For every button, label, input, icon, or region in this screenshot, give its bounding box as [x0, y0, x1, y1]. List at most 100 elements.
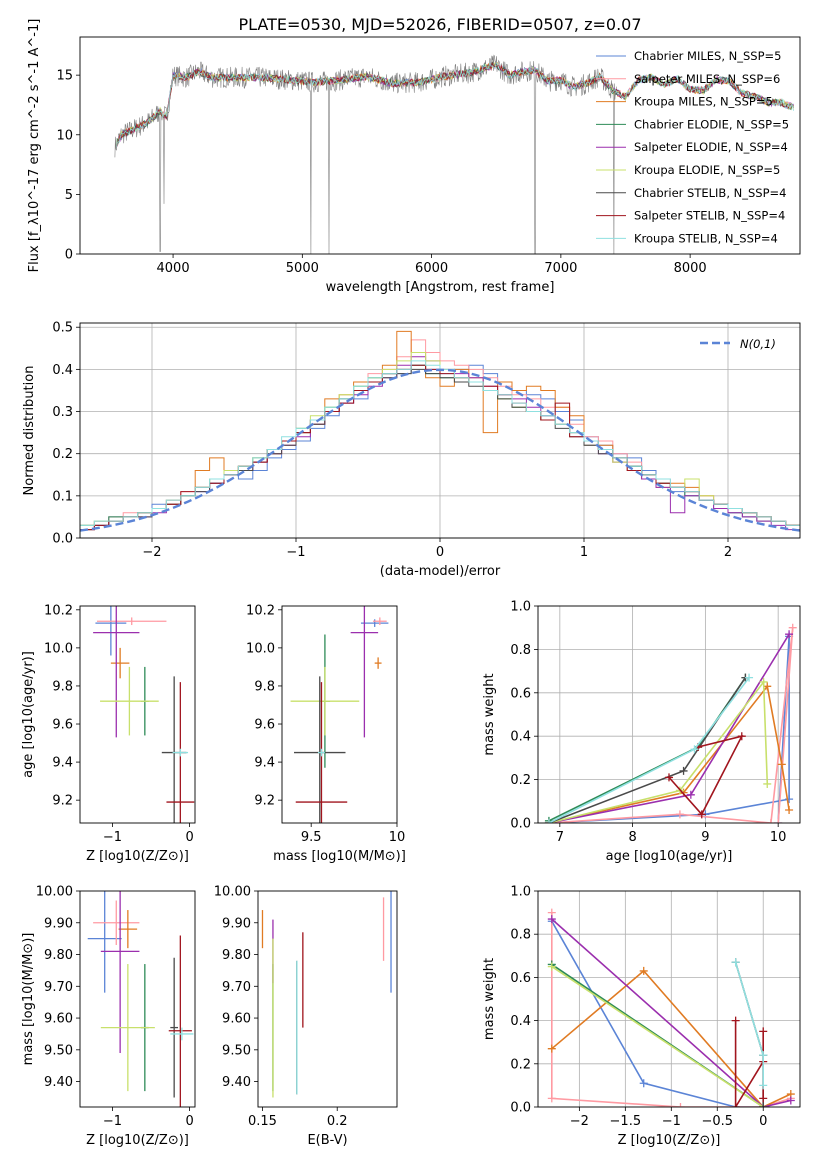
spectrum-ylabel: Flux [f_λ10^-17 erg cm^-2 s^-1 A^-1] — [27, 19, 42, 273]
weight-marker-salpeter_stelib — [737, 732, 746, 741]
figure-title: PLATE=0530, MJD=52026, FIBERID=0507, z=0… — [238, 15, 641, 34]
age-vs-metallicity-frame — [79, 605, 196, 824]
mass-weight-vs-metallicity-xtick-label: −1.5 — [610, 1114, 642, 1129]
mass-weight-vs-metallicity-ytick-label: 0.4 — [510, 1014, 531, 1029]
legend-label-kroupa_stelib: Kroupa STELIB, N_SSP=4 — [634, 231, 778, 245]
mass-weight-vs-metallicity-ytick-label: 1.0 — [510, 885, 531, 900]
weight-marker-salpeter_miles — [774, 819, 783, 823]
mass-weight-vs-metallicity-panel: −2 −1.5 −1 −0.5 0 0.0 0.2 0.4 0.6 0.8 1.0 Z [log10(… — [482, 885, 801, 1148]
mass-weight-vs-metallicity-xlabel: Z [log10(Z/Z⊙)] — [618, 1133, 721, 1148]
legend-label-salpeter_miles: Salpeter MILES, N_SSP=6 — [634, 72, 780, 86]
spectrum-xtick-label: 5000 — [286, 261, 319, 276]
weight-marker-kroupa_stelib — [690, 745, 699, 754]
weight-marker-kroupa_stelib — [731, 958, 740, 967]
weight-line-salpeter_elodie — [548, 633, 790, 823]
age-vs-mass-data — [290, 606, 389, 823]
mass-weight-vs-age-ylabel: mass weight — [482, 673, 497, 755]
mass-weight-vs-age-ytick-label: 0.6 — [510, 686, 531, 701]
residual-histogram-ylabel: Normed distribution — [22, 366, 37, 496]
mass-weight-vs-age-ytick-label: 0.0 — [510, 817, 531, 832]
weight-marker-salpeter_stelib — [759, 1027, 768, 1036]
residual-histogram-xlabel: (data-model)/error — [380, 564, 501, 579]
age-vs-metallicity-panel: −1 0 9.2 9.4 9.6 9.8 10.0 10.2 Z [log10(Z/Z⊙)] ag… — [21, 603, 196, 864]
weight-marker-salpeter_miles — [676, 1103, 685, 1107]
weight-marker-kroupa_stelib — [544, 819, 553, 823]
weight-marker-kroupa_elodie — [547, 962, 556, 971]
mass-weight-vs-metallicity-data — [547, 908, 795, 1107]
mass-vs-ebv-xtick-label: 0.15 — [248, 1114, 277, 1129]
mass-weight-vs-age-xtick-label: 10 — [770, 830, 787, 845]
residual-histogram-data — [80, 330, 800, 538]
mass-weight-vs-age-data — [544, 623, 797, 823]
spectrum-data — [114, 54, 794, 254]
legend-label-chabrier_elodie: Chabrier ELODIE, N_SSP=5 — [634, 117, 789, 131]
spectrum-frame — [79, 36, 801, 255]
mass-vs-metallicity-xlabel: Z [log10(Z/Z⊙)] — [86, 1133, 189, 1148]
mass-vs-metallicity-ytick-label: 9.90 — [44, 916, 73, 931]
weight-marker-salpeter_stelib — [731, 1016, 740, 1025]
residual-histogram-ytick-label: 0.1 — [52, 489, 73, 504]
age-vs-mass-xtick-label: 9.5 — [301, 830, 322, 845]
mass-weight-vs-age-xtick-label: 7 — [556, 830, 564, 845]
weight-marker-salpeter_stelib — [697, 810, 706, 819]
mass-vs-metallicity-ytick-label: 9.60 — [44, 1012, 73, 1027]
weight-marker-salpeter_miles — [547, 1094, 556, 1103]
weight-marker-salpeter_stelib — [759, 1094, 768, 1103]
spectrum-legend: Chabrier MILES, N_SSP=5 Salpeter MILES, N… — [596, 49, 789, 245]
age-vs-metallicity-data — [93, 606, 195, 823]
mass-weight-vs-metallicity-xtick-label: 0 — [759, 1114, 767, 1129]
mass-weight-vs-age-panel: 7 8 9 10 0.0 0.2 0.4 0.6 0.8 1.0 age [log10(age/yr… — [482, 600, 801, 864]
legend-label-kroupa_miles: Kroupa MILES, N_SSP=5 — [634, 95, 773, 109]
observed-spectrum-line — [114, 54, 617, 254]
residual-histogram-frame — [79, 322, 801, 539]
weight-marker-salpeter_stelib — [665, 773, 673, 782]
weight-marker-chabrier_miles — [785, 795, 794, 804]
mass-vs-ebv-ytick-label: 9.80 — [222, 948, 251, 963]
weight-marker-kroupa_miles — [785, 805, 794, 814]
age-vs-metallicity-ytick-label: 9.2 — [52, 794, 73, 809]
mass-vs-ebv-xlabel: E(B-V) — [307, 1133, 347, 1148]
mass-weight-vs-age-ytick-label: 0.2 — [510, 773, 531, 788]
mass-weight-vs-age-xtick-label: 8 — [628, 830, 636, 845]
age-vs-metallicity-ytick-label: 9.8 — [52, 679, 73, 694]
mass-vs-metallicity-ytick-label: 10.00 — [36, 885, 73, 900]
mass-weight-vs-metallicity-xtick-label: −1 — [662, 1114, 681, 1129]
mass-weight-vs-metallicity-xtick-label: −0.5 — [701, 1114, 733, 1129]
residual-histogram-ytick-label: 0.2 — [52, 447, 73, 462]
normal-distribution-curve — [80, 368, 800, 532]
mass-vs-metallicity-ytick-label: 9.80 — [44, 948, 73, 963]
weight-marker-kroupa_stelib — [759, 1051, 768, 1060]
mass-weight-vs-age-xtick-label: 9 — [701, 830, 709, 845]
age-vs-metallicity-ytick-label: 10.2 — [44, 603, 73, 618]
weight-marker-kroupa_elodie — [759, 677, 768, 686]
mass-weight-vs-metallicity-ytick-label: 0.6 — [510, 971, 531, 986]
histogram-kroupa_stelib — [80, 360, 800, 538]
mass-weight-vs-age-grid — [538, 605, 800, 824]
age-vs-mass-xtick-label: 10 — [389, 830, 406, 845]
age-vs-mass-panel: 9.5 10 9.2 9.4 9.6 9.8 10.0 10.2 mass [log10(M/M… — [246, 603, 406, 864]
weight-line-kroupa_miles — [551, 969, 792, 1107]
weight-marker-kroupa_miles — [777, 760, 786, 769]
weight-line-chabrier_miles — [551, 920, 764, 1107]
spectrum-ytick-label: 5 — [65, 188, 73, 203]
weight-marker-salpeter_elodie — [547, 915, 556, 924]
residual-histogram-xtick-label: 0 — [436, 545, 444, 560]
spectrum-ytick-label: 15 — [56, 69, 73, 84]
spectrum-xtick-label: 6000 — [415, 261, 448, 276]
residual-histogram-ytick-label: 0.4 — [52, 363, 73, 378]
weight-marker-chabrier_stelib — [679, 766, 688, 775]
legend-label-chabrier_miles: Chabrier MILES, N_SSP=5 — [634, 49, 781, 63]
mass-vs-ebv-data — [261, 891, 392, 1098]
mass-weight-vs-metallicity-ylabel: mass weight — [482, 958, 497, 1040]
spectrum-xtick-label: 8000 — [674, 261, 707, 276]
mass-vs-metallicity-data — [87, 891, 194, 1107]
legend-label-chabrier_stelib: Chabrier STELIB, N_SSP=4 — [634, 186, 786, 200]
mass-vs-metallicity-xtick-label: −1 — [103, 1114, 122, 1129]
weight-marker-salpeter_elodie — [785, 630, 794, 639]
weight-marker-chabrier_miles — [639, 1079, 648, 1088]
spectrum-ytick-label: 10 — [56, 128, 73, 143]
weight-marker-kroupa_miles — [639, 966, 648, 975]
age-vs-metallicity-ytick-label: 10.0 — [44, 641, 73, 656]
mass-vs-ebv-panel: 0.15 0.2 9.40 9.50 9.60 9.70 9.80 9.90 10.00 E(B-… — [214, 885, 398, 1148]
residual-histogram-xtick-label: −1 — [286, 545, 305, 560]
